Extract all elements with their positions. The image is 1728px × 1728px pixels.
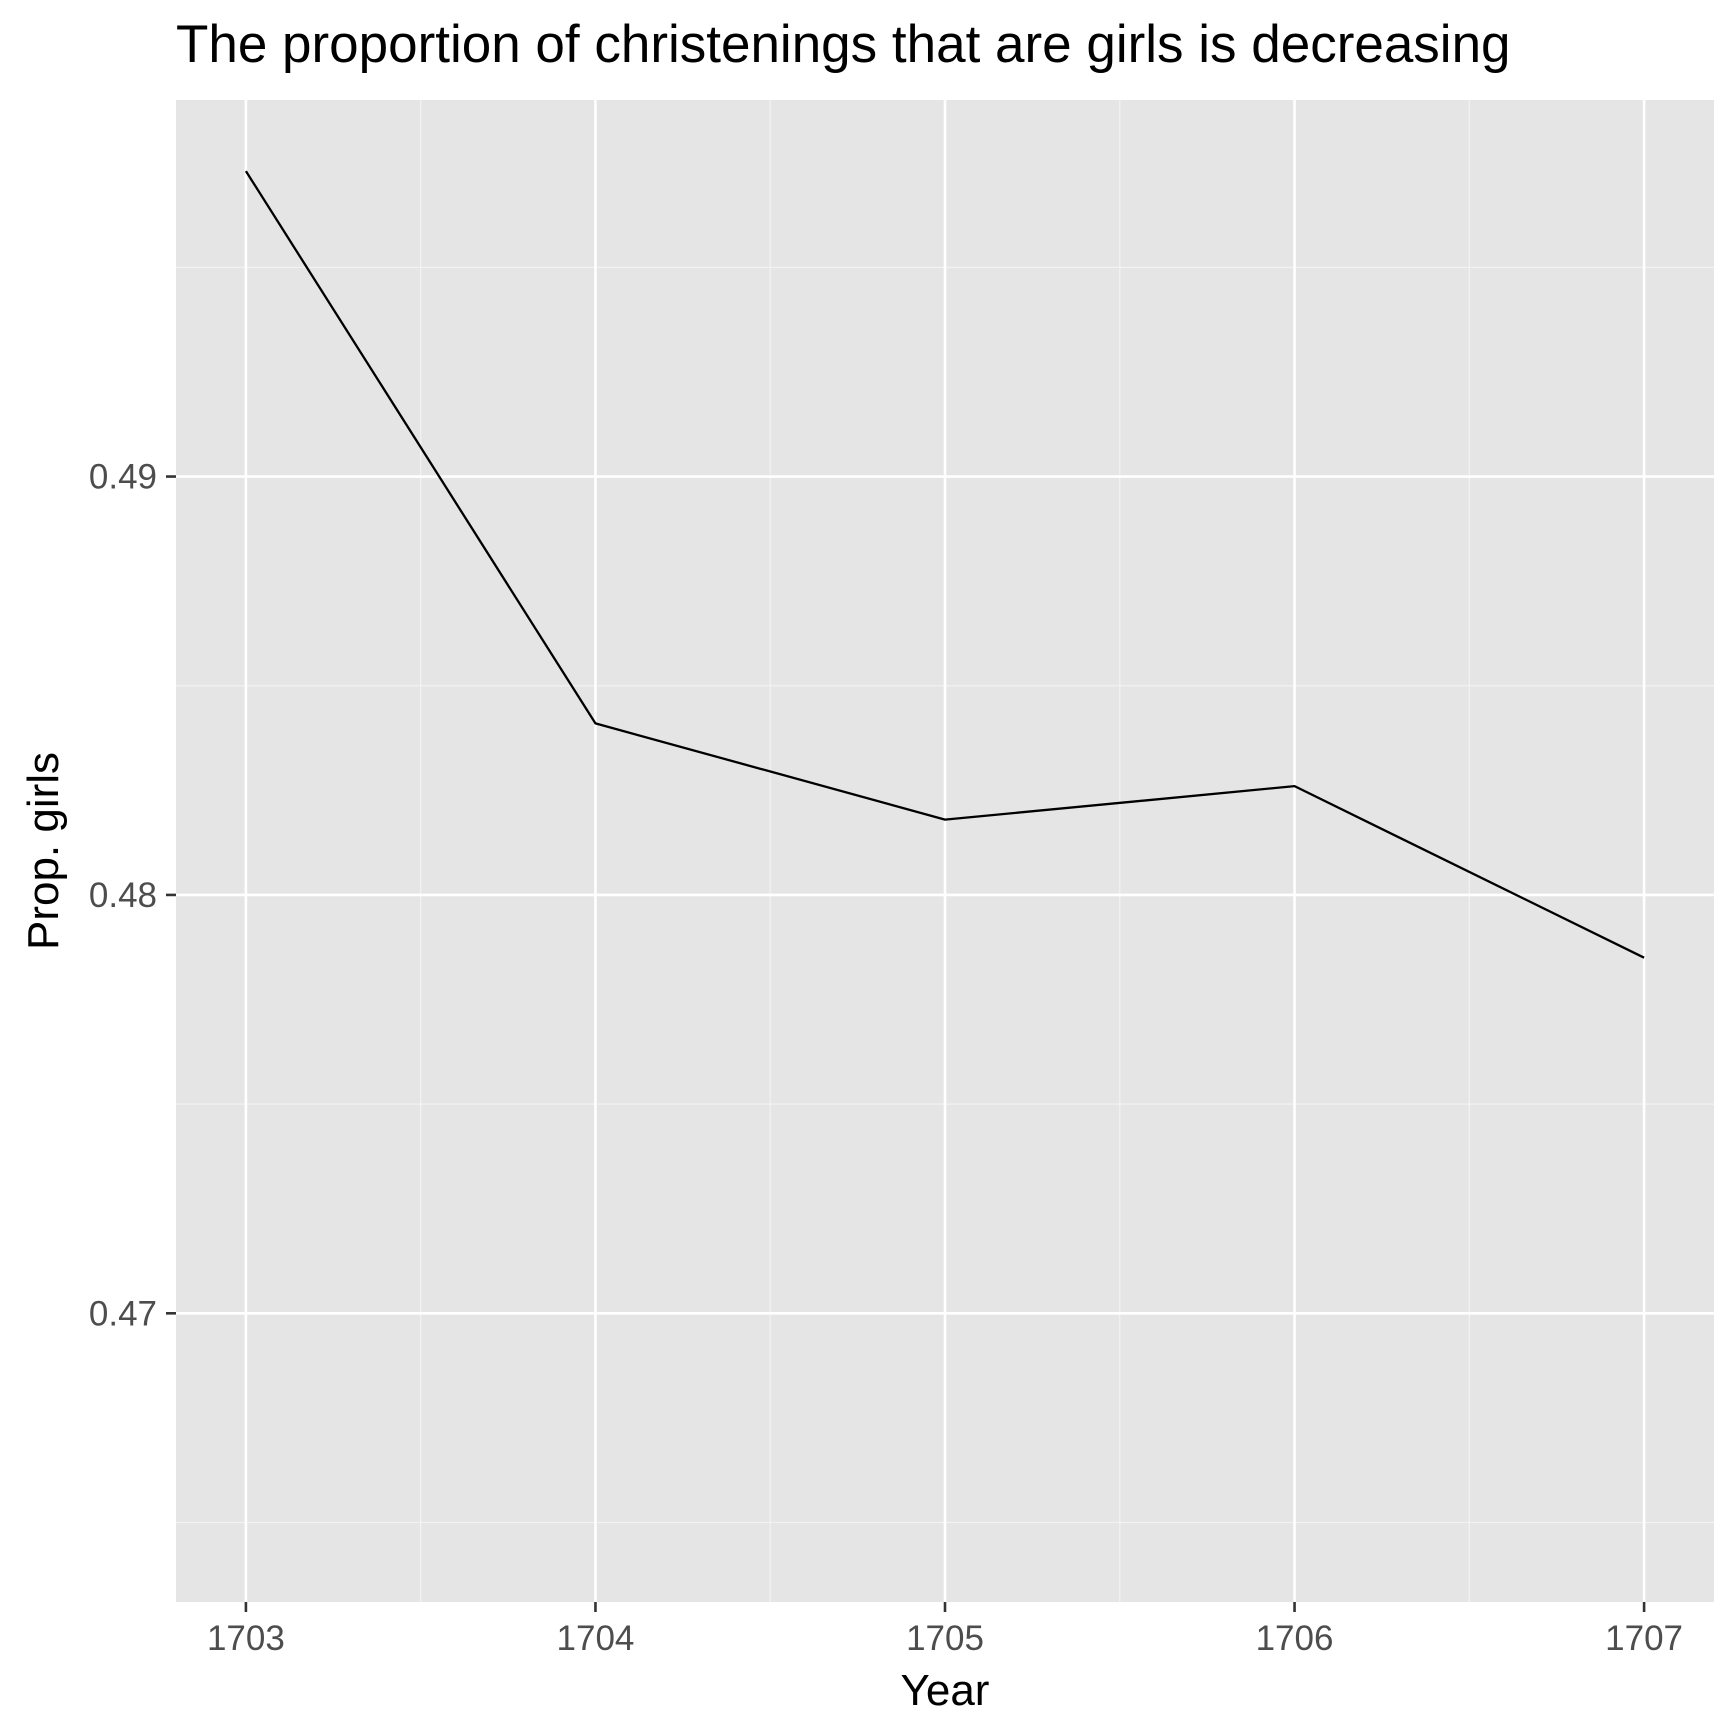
series-line [244,170,1645,959]
data-series [244,170,1645,959]
x-tick-label: 1704 [557,1619,635,1658]
y-tick-label: 0.48 [89,876,157,915]
x-tick-label: 1706 [1256,1619,1334,1658]
major-gridlines [176,100,1714,1602]
chart-title: The proportion of christenings that are … [176,15,1511,74]
y-tick-label: 0.49 [89,458,157,497]
x-tick-label: 1707 [1605,1619,1683,1658]
y-tick-label: 0.47 [89,1294,157,1333]
y-axis: 0.47 0.48 0.49 [89,458,176,1333]
y-axis-title: Prop. girls [19,752,68,950]
x-axis: 1703 1704 1705 1706 1707 [207,1602,1683,1658]
x-tick-label: 1705 [906,1619,984,1658]
x-axis-title: Year [901,1666,990,1715]
x-tick-label: 1703 [207,1619,285,1658]
